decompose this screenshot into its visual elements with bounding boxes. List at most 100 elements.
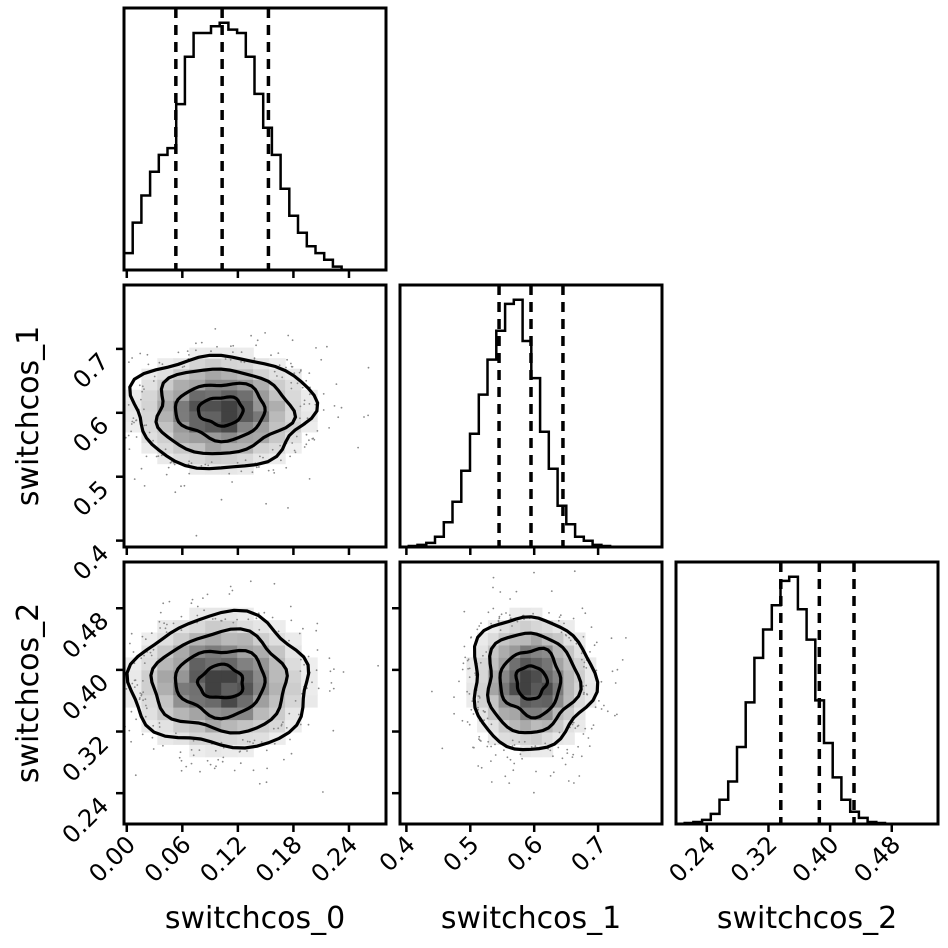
sample-point <box>441 747 444 750</box>
sample-point <box>204 463 207 466</box>
sample-point <box>357 446 359 449</box>
density-cell <box>285 632 302 646</box>
sample-point <box>100 718 102 720</box>
sample-point <box>322 409 325 411</box>
sample-point <box>301 386 304 389</box>
x-tick-label-switchcos_2: 0.48 <box>848 830 906 888</box>
density-cell <box>237 421 254 433</box>
density-cell <box>253 368 270 380</box>
density-cell <box>541 657 554 671</box>
sample-point <box>148 431 151 434</box>
sample-point <box>195 342 197 345</box>
density-cell <box>221 347 238 359</box>
sample-point <box>145 707 148 710</box>
sample-point <box>477 706 479 709</box>
samples-switchcos_0-switchcos_1 <box>115 328 370 547</box>
sample-point <box>289 455 291 458</box>
sample-point <box>468 723 471 726</box>
sample-point <box>550 590 553 592</box>
sample-point <box>299 417 301 420</box>
density-cell <box>237 632 254 646</box>
density-cell <box>205 347 222 359</box>
sample-point <box>571 756 574 758</box>
sample-point <box>479 739 481 742</box>
sample-point <box>300 658 302 661</box>
sample-point <box>280 724 283 727</box>
contour-level-2 <box>485 631 583 735</box>
density-cell <box>269 669 286 683</box>
sample-point <box>294 700 297 702</box>
density-cell <box>285 432 302 444</box>
sample-point <box>181 366 184 368</box>
sample-point <box>141 635 144 638</box>
sample-point <box>272 469 275 471</box>
sample-point <box>516 620 519 623</box>
sample-point <box>139 697 141 699</box>
contour-level-1 <box>498 646 563 720</box>
contours-switchcos_1-switchcos_2 <box>472 615 600 752</box>
sample-point <box>461 668 464 671</box>
sample-point <box>277 630 280 633</box>
sample-point <box>131 682 134 685</box>
sample-point <box>461 719 464 722</box>
sample-point <box>486 745 489 748</box>
sample-point <box>188 472 191 475</box>
density-cell <box>157 358 174 370</box>
density-cell <box>237 410 254 422</box>
contours-switchcos_0-switchcos_1 <box>128 353 320 471</box>
sample-point <box>482 654 484 657</box>
sample-point <box>586 693 589 696</box>
sample-point <box>142 691 145 694</box>
sample-point <box>210 350 212 353</box>
sample-point <box>513 762 516 765</box>
sample-point <box>132 417 135 419</box>
histogram-switchcos_2 <box>676 575 903 824</box>
sample-point <box>473 746 475 749</box>
y-axis-label-switchcos_2: switchcos_2 <box>11 603 46 783</box>
sample-point <box>508 782 511 784</box>
density-cell <box>552 632 564 646</box>
sample-point <box>130 423 133 425</box>
density-cell <box>531 632 543 646</box>
sample-point <box>265 749 268 752</box>
sample-point <box>281 376 284 379</box>
sample-point <box>298 371 301 374</box>
density-cell <box>221 358 238 370</box>
sample-point <box>509 758 512 761</box>
sample-point <box>164 448 167 451</box>
sample-point <box>621 659 624 661</box>
density-cell <box>125 389 142 401</box>
sample-point <box>141 390 144 393</box>
sample-point <box>326 345 328 348</box>
sample-point <box>568 636 570 639</box>
sample-point <box>232 351 234 353</box>
density-cell <box>520 669 532 683</box>
density-cell <box>253 707 270 721</box>
sample-point <box>120 701 122 703</box>
sample-point <box>431 690 433 693</box>
sample-point <box>280 459 282 462</box>
sample-point <box>192 739 195 742</box>
sample-point <box>238 751 241 753</box>
sample-point <box>159 627 162 629</box>
sample-point <box>333 668 335 670</box>
sample-point <box>585 667 588 669</box>
density-cell <box>157 368 174 380</box>
density-cell <box>531 607 543 621</box>
sample-point <box>133 686 136 688</box>
sample-point <box>477 701 479 703</box>
density-cell <box>269 657 286 671</box>
sample-point <box>508 614 511 616</box>
sample-point <box>298 632 301 635</box>
sample-point <box>211 618 214 620</box>
y-tick-label-switchcos_1: 0.4 <box>67 539 114 586</box>
density-cell <box>205 682 222 696</box>
sample-point <box>129 642 131 645</box>
sample-point <box>492 586 494 589</box>
sample-point <box>480 622 482 624</box>
sample-point <box>573 782 575 784</box>
sample-point <box>115 400 117 402</box>
sample-point <box>490 760 492 762</box>
sample-point <box>367 414 369 417</box>
density-cell <box>552 719 564 733</box>
